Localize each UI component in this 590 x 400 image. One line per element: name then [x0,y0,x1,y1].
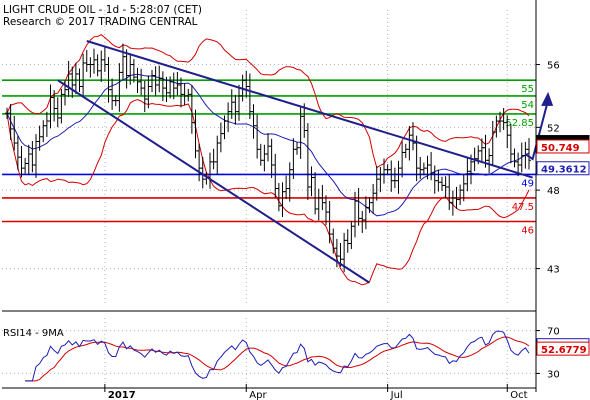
x-tick-label: Apr [249,390,267,400]
x-axis: 2017 Apr Jul Oct [2,384,536,400]
y-tick-label: 43 [547,265,560,276]
level-label: 49 [521,178,534,189]
price-tag-box [536,161,590,176]
rsi-tick-label: 30 [547,369,560,380]
price-bars [5,43,531,273]
rsi-tick-label: 70 [547,327,560,338]
x-tick-label: 2017 [108,390,136,400]
level-label: 55 [521,84,534,95]
trendline [86,40,533,179]
rsi-panel: RSI14 - 9MA [3,328,530,382]
bollinger-upper-line [6,34,530,169]
rsi-tag: 52.6779 [541,345,587,356]
rsi-line [25,330,530,382]
x-tick-label: Oct [510,390,527,400]
chart-title: LIGHT CRUDE OIL - 1d - 5:28:07 (CET) [3,4,202,16]
rsi-tag-box [536,341,590,356]
y-tick-label: 48 [547,186,560,197]
bollinger-lower-line [6,99,530,286]
price-tag: 49.3612 [541,165,587,176]
trendlines [57,40,554,284]
rsi-title: RSI14 - 9MA [3,328,64,339]
y-tick-label: 52 [547,123,560,134]
y-tick-label: 56 [547,61,560,72]
level-label: 46 [521,226,534,237]
level-label: 54 [521,100,534,111]
right-axis: 43 48 52 56 30 70 [535,0,560,392]
forecast-arrow-line [524,103,549,161]
chart-copyright: Research © 2017 TRADING CENTRAL [3,16,198,28]
level-label: 52.85 [505,118,534,129]
trendline [57,79,371,284]
price-tag-box [536,139,590,154]
horizontal-levels: 55 54 52.85 49 47.5 46 [2,79,536,237]
forecast-arrow-head [541,91,554,106]
level-label: 47.5 [512,202,534,213]
x-tick-label: Jul [390,390,403,400]
rsi-ma-line [25,336,530,382]
price-tag: 50.749 [541,143,580,154]
